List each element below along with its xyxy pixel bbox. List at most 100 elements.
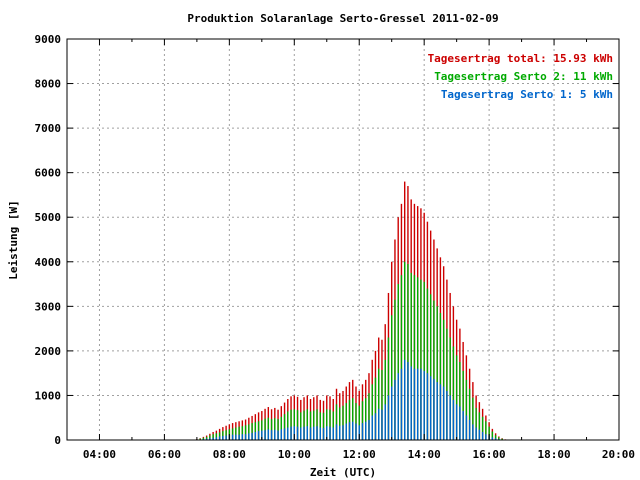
x-tick-label: 10:00	[278, 448, 311, 461]
legend-entry: Tagesertrag total: 15.93 kWh	[428, 52, 613, 65]
bar-serto1	[329, 426, 331, 440]
bar-serto2	[498, 437, 500, 440]
y-tick-label: 4000	[35, 256, 62, 269]
bar-serto2	[209, 435, 211, 440]
x-tick-label: 06:00	[148, 448, 181, 461]
bar-serto1	[309, 427, 312, 440]
y-tick-label: 5000	[35, 211, 62, 224]
bar-serto1	[459, 406, 461, 440]
legend: Tagesertrag total: 15.93 kWh Tagesertrag …	[428, 52, 613, 101]
bar-serto1	[475, 427, 477, 440]
bar-serto2	[293, 409, 295, 440]
bar-serto2	[378, 368, 380, 440]
bar-serto1	[290, 426, 292, 440]
bar-serto2	[303, 410, 305, 440]
y-tick-label: 9000	[35, 33, 62, 46]
bar-serto1	[410, 366, 412, 440]
bar-serto2	[455, 355, 458, 440]
bar-serto2	[423, 281, 425, 440]
bar-serto1	[400, 368, 403, 440]
x-tick-label: 20:00	[602, 448, 635, 461]
bar-serto2	[384, 359, 386, 440]
bar-serto1	[212, 437, 214, 440]
bar-serto2	[481, 416, 484, 440]
bar-serto2	[205, 436, 208, 440]
y-axis-label: Leistung [W]	[7, 200, 20, 279]
bar-serto1	[241, 434, 244, 440]
bar-serto1	[455, 404, 458, 440]
bar-serto2	[231, 428, 234, 440]
bar-serto2	[335, 404, 338, 440]
bar-serto1	[342, 425, 344, 440]
bar-serto1	[355, 423, 357, 440]
bar-serto2	[352, 398, 354, 440]
bar-serto1	[306, 426, 308, 440]
bar-serto2	[212, 434, 214, 440]
bar-serto1	[267, 429, 270, 440]
bar-serto2	[238, 426, 240, 440]
bar-serto1	[222, 435, 224, 440]
bar-serto1	[491, 437, 494, 440]
bar-serto2	[452, 346, 455, 440]
bar-serto2	[446, 328, 448, 440]
bar-serto2	[274, 418, 276, 440]
bar-serto2	[300, 412, 302, 440]
bar-serto2	[459, 362, 461, 440]
bar-serto1	[481, 431, 484, 440]
bar-serto1	[264, 430, 266, 440]
bar-serto2	[365, 398, 367, 440]
bar-serto2	[244, 425, 247, 440]
bar-serto2	[290, 409, 292, 440]
legend-entry: Tagesertrag Serto 2: 11 kWh	[434, 70, 613, 83]
bar-serto2	[319, 412, 321, 440]
bar-serto1	[423, 370, 425, 440]
plot-frame	[66, 38, 620, 441]
bar-serto2	[355, 403, 357, 440]
bar-serto1	[494, 438, 497, 440]
bar-serto2	[413, 275, 416, 440]
bar-serto2	[280, 416, 283, 440]
x-tick-label: 04:00	[83, 448, 116, 461]
bar-serto2	[407, 264, 409, 440]
bar-serto2	[429, 294, 432, 440]
bar-serto1	[420, 368, 422, 440]
bar-serto2	[316, 409, 318, 440]
x-tick-label: 14:00	[408, 448, 441, 461]
bar-serto2	[248, 424, 250, 440]
bar-serto1	[231, 434, 234, 440]
bar-serto2	[215, 433, 218, 440]
bar-serto2	[277, 419, 279, 440]
bar-serto1	[319, 427, 321, 440]
bar-serto2	[371, 384, 373, 440]
bar-serto2	[494, 435, 497, 440]
x-tick-label: 12:00	[343, 448, 376, 461]
bar-serto1	[345, 423, 347, 440]
bar-serto2	[501, 438, 503, 440]
grid	[67, 39, 619, 440]
bar-serto1	[365, 421, 367, 440]
bar-serto2	[313, 410, 315, 440]
bar-serto1	[277, 430, 279, 440]
bar-serto1	[472, 424, 474, 440]
bar-serto1	[244, 434, 247, 440]
bar-serto2	[235, 427, 237, 440]
bar-serto1	[254, 431, 257, 440]
bar-serto2	[436, 306, 438, 440]
bar-serto2	[270, 419, 273, 440]
bar-serto1	[387, 395, 390, 440]
bar-serto1	[378, 408, 380, 440]
bar-serto1	[394, 379, 396, 440]
bar-serto2	[368, 393, 370, 440]
bars	[196, 181, 507, 441]
bar-serto1	[403, 359, 406, 440]
bar-serto1	[225, 435, 227, 440]
bar-serto2	[416, 277, 419, 440]
bar-serto1	[368, 419, 370, 440]
bar-serto2	[322, 412, 325, 440]
bar-serto1	[270, 430, 273, 440]
bar-serto2	[306, 409, 308, 440]
bar-serto1	[381, 409, 383, 440]
bar-serto1	[322, 427, 325, 440]
bar-serto2	[491, 431, 494, 440]
